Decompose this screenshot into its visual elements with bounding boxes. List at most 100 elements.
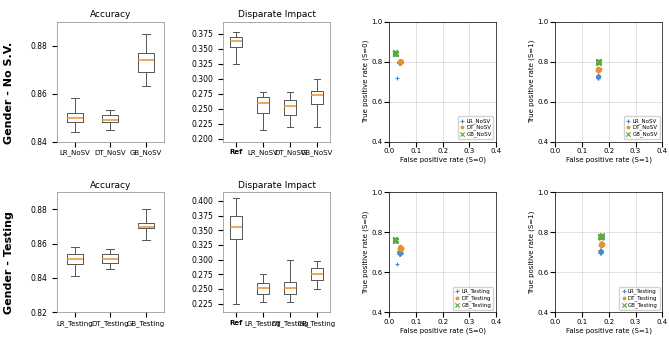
LR_Testing [595, 249, 606, 255]
GB_NoSV [390, 51, 401, 57]
DT_Testing [395, 244, 406, 250]
LR_Testing [595, 249, 605, 255]
GB_NoSV [593, 59, 603, 65]
DT_Testing [595, 241, 606, 247]
GB_Testing [595, 234, 606, 240]
GB_Testing [597, 233, 607, 238]
GB_NoSV [593, 59, 603, 64]
LR_Testing [595, 248, 606, 254]
DT_NoSV [395, 59, 405, 64]
DT_Testing [395, 243, 405, 249]
LR_NoSV [394, 59, 405, 64]
GB_NoSV [390, 50, 401, 55]
LR_Testing [394, 249, 405, 255]
DT_Testing [596, 241, 607, 247]
LR_Testing [595, 248, 606, 254]
LR_NoSV [394, 60, 405, 65]
GB_NoSV [389, 51, 400, 57]
DT_NoSV [395, 59, 405, 65]
LR_Testing [395, 249, 406, 255]
LR_Testing [595, 247, 605, 253]
GB_Testing [595, 233, 606, 239]
Title: Accuracy: Accuracy [90, 181, 131, 190]
DT_Testing [595, 241, 606, 247]
LR_NoSV [593, 74, 603, 80]
LR_Testing [394, 250, 405, 255]
GB_Testing [595, 234, 605, 240]
GB_Testing [595, 234, 605, 239]
DT_NoSV [593, 67, 603, 73]
DT_NoSV [395, 58, 406, 64]
GB_NoSV [390, 51, 401, 57]
GB_Testing [596, 234, 607, 239]
GB_Testing [390, 238, 401, 244]
GB_NoSV [593, 60, 603, 65]
DT_Testing [395, 246, 406, 252]
LR_NoSV [593, 74, 603, 80]
LR_Testing [595, 248, 606, 254]
GB_Testing [596, 234, 607, 239]
DT_Testing [595, 241, 606, 247]
DT_Testing [395, 245, 405, 251]
LR_NoSV [394, 58, 405, 64]
Y-axis label: True positive rate (S=0): True positive rate (S=0) [363, 211, 369, 294]
LR_NoSV [393, 59, 404, 65]
LR_NoSV [395, 60, 405, 66]
LR_Testing [394, 249, 405, 255]
DT_NoSV [395, 59, 406, 65]
DT_NoSV [593, 66, 603, 72]
DT_NoSV [395, 59, 406, 65]
DT_NoSV [395, 59, 406, 65]
LR_Testing [395, 252, 405, 257]
GB_NoSV [593, 59, 604, 65]
GB_Testing [390, 237, 401, 243]
DT_Testing [596, 241, 607, 246]
GB_NoSV [391, 51, 401, 57]
LR_Testing [595, 249, 605, 255]
LR_NoSV [593, 74, 603, 80]
LR_Testing [595, 249, 606, 255]
X-axis label: False positive rate (S=1): False positive rate (S=1) [566, 157, 652, 163]
DT_Testing [596, 242, 607, 247]
LR_Testing [595, 250, 606, 255]
LR_NoSV [394, 60, 405, 66]
LR_NoSV [394, 60, 405, 66]
DT_Testing [395, 246, 406, 252]
LR_NoSV [394, 60, 405, 65]
GB_NoSV [593, 59, 604, 65]
DT_Testing [595, 242, 606, 248]
GB_Testing [389, 237, 400, 243]
DT_NoSV [396, 59, 407, 65]
LR_Testing [595, 247, 606, 253]
GB_Testing [390, 237, 401, 243]
LR_Testing [395, 250, 405, 256]
LR_Testing [595, 248, 606, 254]
GB_NoSV [390, 51, 401, 56]
DT_Testing [395, 246, 406, 251]
GB_Testing [596, 233, 607, 239]
GB_Testing [389, 237, 400, 243]
LR_NoSV [395, 59, 405, 64]
LR_NoSV [394, 59, 405, 65]
LR_NoSV [394, 59, 405, 64]
DT_NoSV [396, 59, 407, 65]
GB_NoSV [390, 50, 401, 56]
GB_NoSV [593, 59, 603, 65]
LR_Testing [595, 249, 606, 255]
GB_NoSV [593, 60, 603, 65]
GB_NoSV [389, 51, 400, 57]
GB_Testing [390, 237, 401, 242]
GB_Testing [390, 237, 401, 243]
LR_NoSV [592, 73, 603, 78]
Legend: LR_Testing, DT_Testing, GB_Testing: LR_Testing, DT_Testing, GB_Testing [453, 287, 494, 309]
GB_Testing [595, 233, 606, 239]
DT_Testing [595, 240, 606, 246]
GB_NoSV [390, 49, 401, 55]
GB_NoSV [592, 60, 603, 65]
DT_NoSV [395, 59, 406, 64]
GB_Testing [389, 237, 400, 243]
LR_Testing [595, 248, 606, 254]
DT_NoSV [593, 67, 603, 73]
GB_NoSV [390, 50, 401, 56]
LR_Testing [595, 249, 606, 255]
